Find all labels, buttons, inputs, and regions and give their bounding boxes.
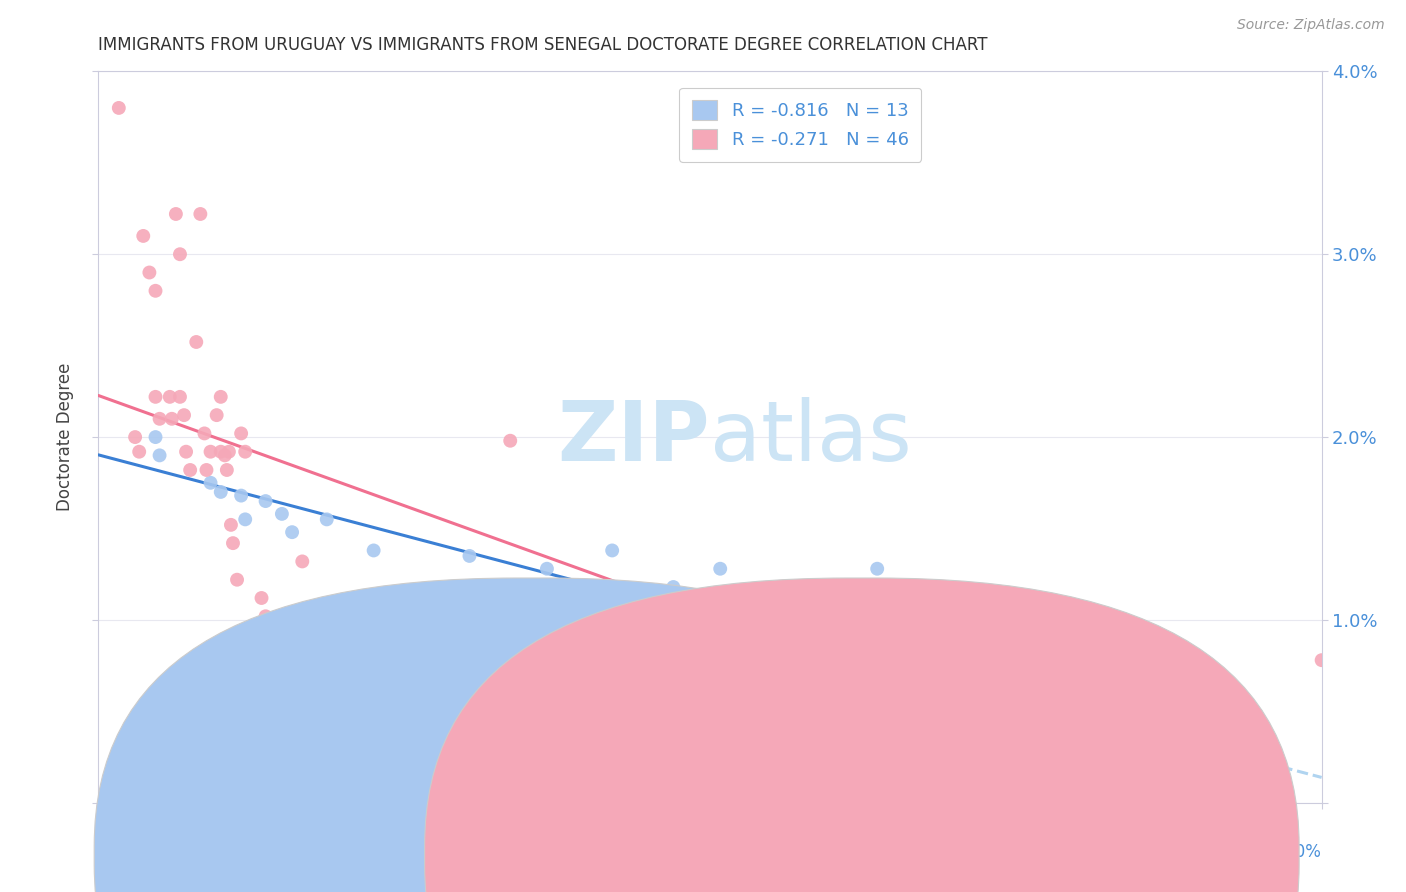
Point (254, 494, 277, 508)
Point (770, 653, 793, 667)
Point (219, 517, 242, 532)
Point (254, 609, 277, 624)
Point (662, 580, 685, 594)
Point (377, 609, 399, 624)
Point (233, 444, 256, 458)
Text: IMMIGRANTS FROM URUGUAY VS IMMIGRANTS FROM SENEGAL DOCTORATE DEGREE CORRELATION : IMMIGRANTS FROM URUGUAY VS IMMIGRANTS FR… (98, 36, 988, 54)
Point (124, 430, 146, 444)
Point (458, 549, 481, 563)
Text: 0.0%: 0.0% (98, 843, 141, 861)
Point (233, 512, 256, 526)
Legend: R = -0.816   N = 13, R = -0.271   N = 46: R = -0.816 N = 13, R = -0.271 N = 46 (679, 87, 921, 161)
Point (169, 390, 191, 404)
Point (336, 627, 359, 641)
Point (193, 426, 215, 441)
Point (200, 475, 222, 490)
Point (179, 463, 201, 477)
Point (160, 412, 183, 426)
Point (205, 408, 228, 422)
Point (988, 726, 1011, 740)
Point (173, 408, 195, 422)
Point (209, 390, 232, 404)
Point (546, 580, 568, 594)
Point (145, 390, 167, 404)
Point (740, 653, 762, 667)
Point (776, 664, 799, 678)
Point (138, 266, 160, 280)
Point (600, 543, 623, 558)
Point (363, 543, 385, 558)
Point (108, 101, 131, 115)
Point (866, 562, 889, 576)
Point (165, 207, 187, 221)
Point (188, 207, 212, 221)
Point (984, 726, 1007, 740)
Point (536, 562, 558, 576)
Point (270, 627, 292, 641)
Point (174, 444, 197, 458)
Point (499, 434, 522, 448)
Text: Immigrants from Uruguay: Immigrants from Uruguay (551, 843, 766, 861)
Text: Immigrants from Senegal: Immigrants from Senegal (882, 843, 1092, 861)
Point (169, 247, 191, 261)
Point (200, 444, 222, 458)
Point (1310, 653, 1333, 667)
Point (226, 573, 249, 587)
Point (149, 412, 172, 426)
Point (186, 334, 208, 349)
Point (149, 449, 172, 463)
Point (274, 635, 297, 649)
Point (709, 562, 731, 576)
Point (195, 463, 218, 477)
Point (315, 609, 337, 624)
Point (209, 444, 232, 458)
Point (128, 444, 150, 458)
Point (250, 591, 273, 605)
Point (214, 449, 236, 463)
Point (231, 489, 253, 503)
Point (437, 635, 460, 649)
Text: Source: ZipAtlas.com: Source: ZipAtlas.com (1237, 18, 1385, 32)
Point (145, 284, 167, 298)
Point (315, 512, 337, 526)
Point (145, 430, 167, 444)
Point (270, 507, 292, 521)
Point (291, 554, 314, 568)
Point (132, 228, 155, 243)
Point (222, 536, 245, 550)
Y-axis label: Doctorate Degree: Doctorate Degree (56, 363, 75, 511)
Text: ZIP: ZIP (558, 397, 710, 477)
Point (281, 525, 304, 540)
Text: 6.0%: 6.0% (1279, 843, 1322, 861)
Point (770, 653, 793, 667)
Point (231, 426, 253, 441)
Point (215, 463, 238, 477)
Point (159, 390, 181, 404)
Point (709, 591, 731, 605)
Point (209, 485, 232, 500)
Text: atlas: atlas (710, 397, 911, 477)
Point (218, 444, 240, 458)
